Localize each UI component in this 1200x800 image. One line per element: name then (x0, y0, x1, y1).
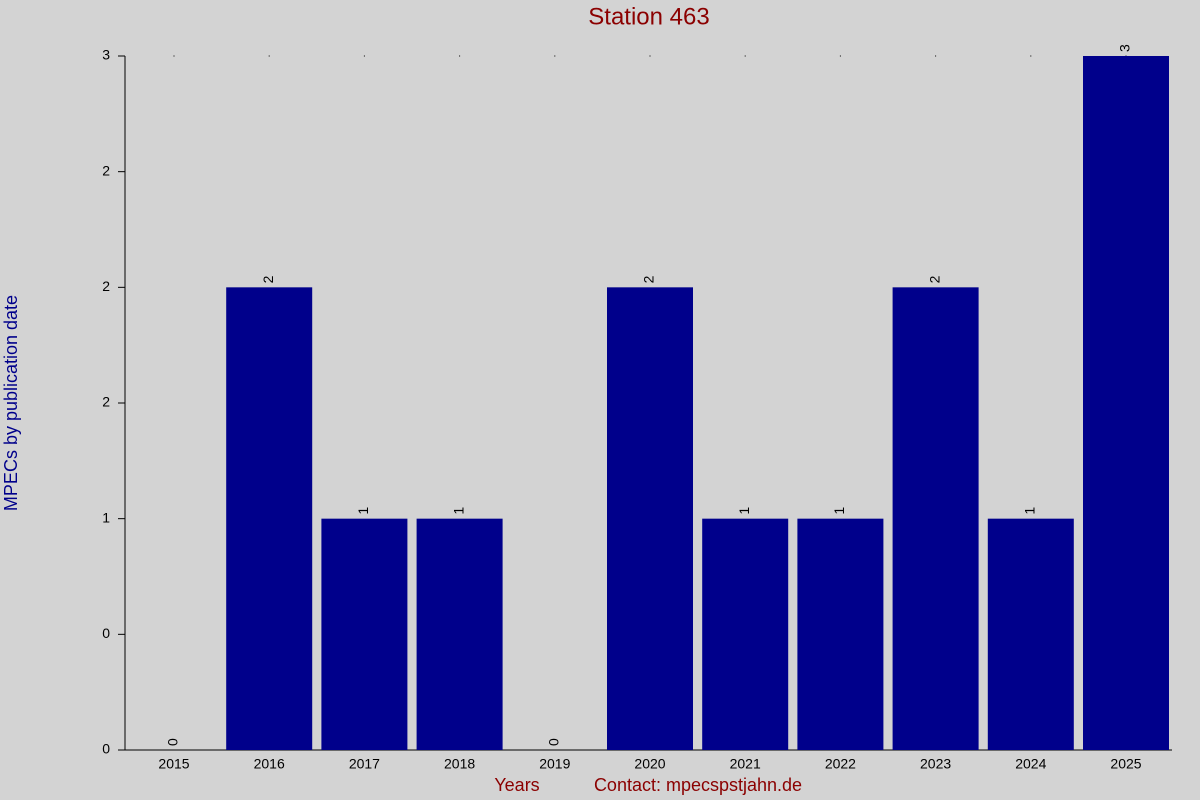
y-tick-label: 1 (102, 509, 110, 525)
value-label: 2 (926, 275, 942, 283)
top-dot (554, 55, 556, 57)
bar (416, 518, 503, 750)
x-tick-label: 2018 (444, 756, 475, 772)
y-axis-label: MPECs by publication date (1, 295, 21, 511)
top-dot (459, 55, 461, 57)
value-label: 1 (736, 507, 752, 515)
x-tick-label: 2022 (825, 756, 856, 772)
bar (702, 518, 789, 750)
y-tick-label: 0 (102, 625, 110, 641)
bar (892, 287, 979, 750)
top-dot (173, 55, 175, 57)
y-tick-label: 2 (102, 394, 110, 410)
bar (987, 518, 1074, 750)
top-dot (363, 55, 365, 57)
x-tick-label: 2019 (539, 756, 570, 772)
value-label: 3 (1117, 44, 1133, 52)
x-tick-label: 2025 (1110, 756, 1141, 772)
x-tick-label: 2024 (1015, 756, 1046, 772)
y-tick-label: 3 (102, 47, 110, 63)
x-tick-label: 2020 (634, 756, 665, 772)
bar (797, 518, 884, 750)
value-label: 0 (546, 738, 562, 746)
x-tick-label: 2021 (730, 756, 761, 772)
x-tick-label: 2016 (254, 756, 285, 772)
x-tick-label: 2023 (920, 756, 951, 772)
bar (1083, 56, 1169, 750)
value-label: 2 (641, 275, 657, 283)
top-dot (935, 55, 937, 57)
y-tick-label: 2 (102, 278, 110, 294)
x-axis-label: Years (494, 775, 539, 795)
value-label: 1 (355, 507, 371, 515)
bar (321, 518, 408, 750)
value-label: 1 (831, 507, 847, 515)
x-tick-label: 2017 (349, 756, 380, 772)
y-tick-label: 2 (102, 162, 110, 178)
top-dot (649, 55, 651, 57)
top-dot (839, 55, 841, 57)
x-tick-label: 2015 (158, 756, 189, 772)
top-dot (268, 55, 270, 57)
top-dot (1030, 55, 1032, 57)
chart-title: Station 463 (588, 3, 709, 30)
bar (226, 287, 313, 750)
contact: Contact: mpecspstjahn.de (594, 775, 802, 795)
value-label: 2 (260, 275, 276, 283)
y-tick-label: 0 (102, 741, 110, 757)
value-label: 1 (450, 507, 466, 515)
value-label: 1 (1022, 507, 1038, 515)
top-dot (744, 55, 746, 57)
bar (607, 287, 693, 750)
value-label: 0 (165, 738, 181, 746)
